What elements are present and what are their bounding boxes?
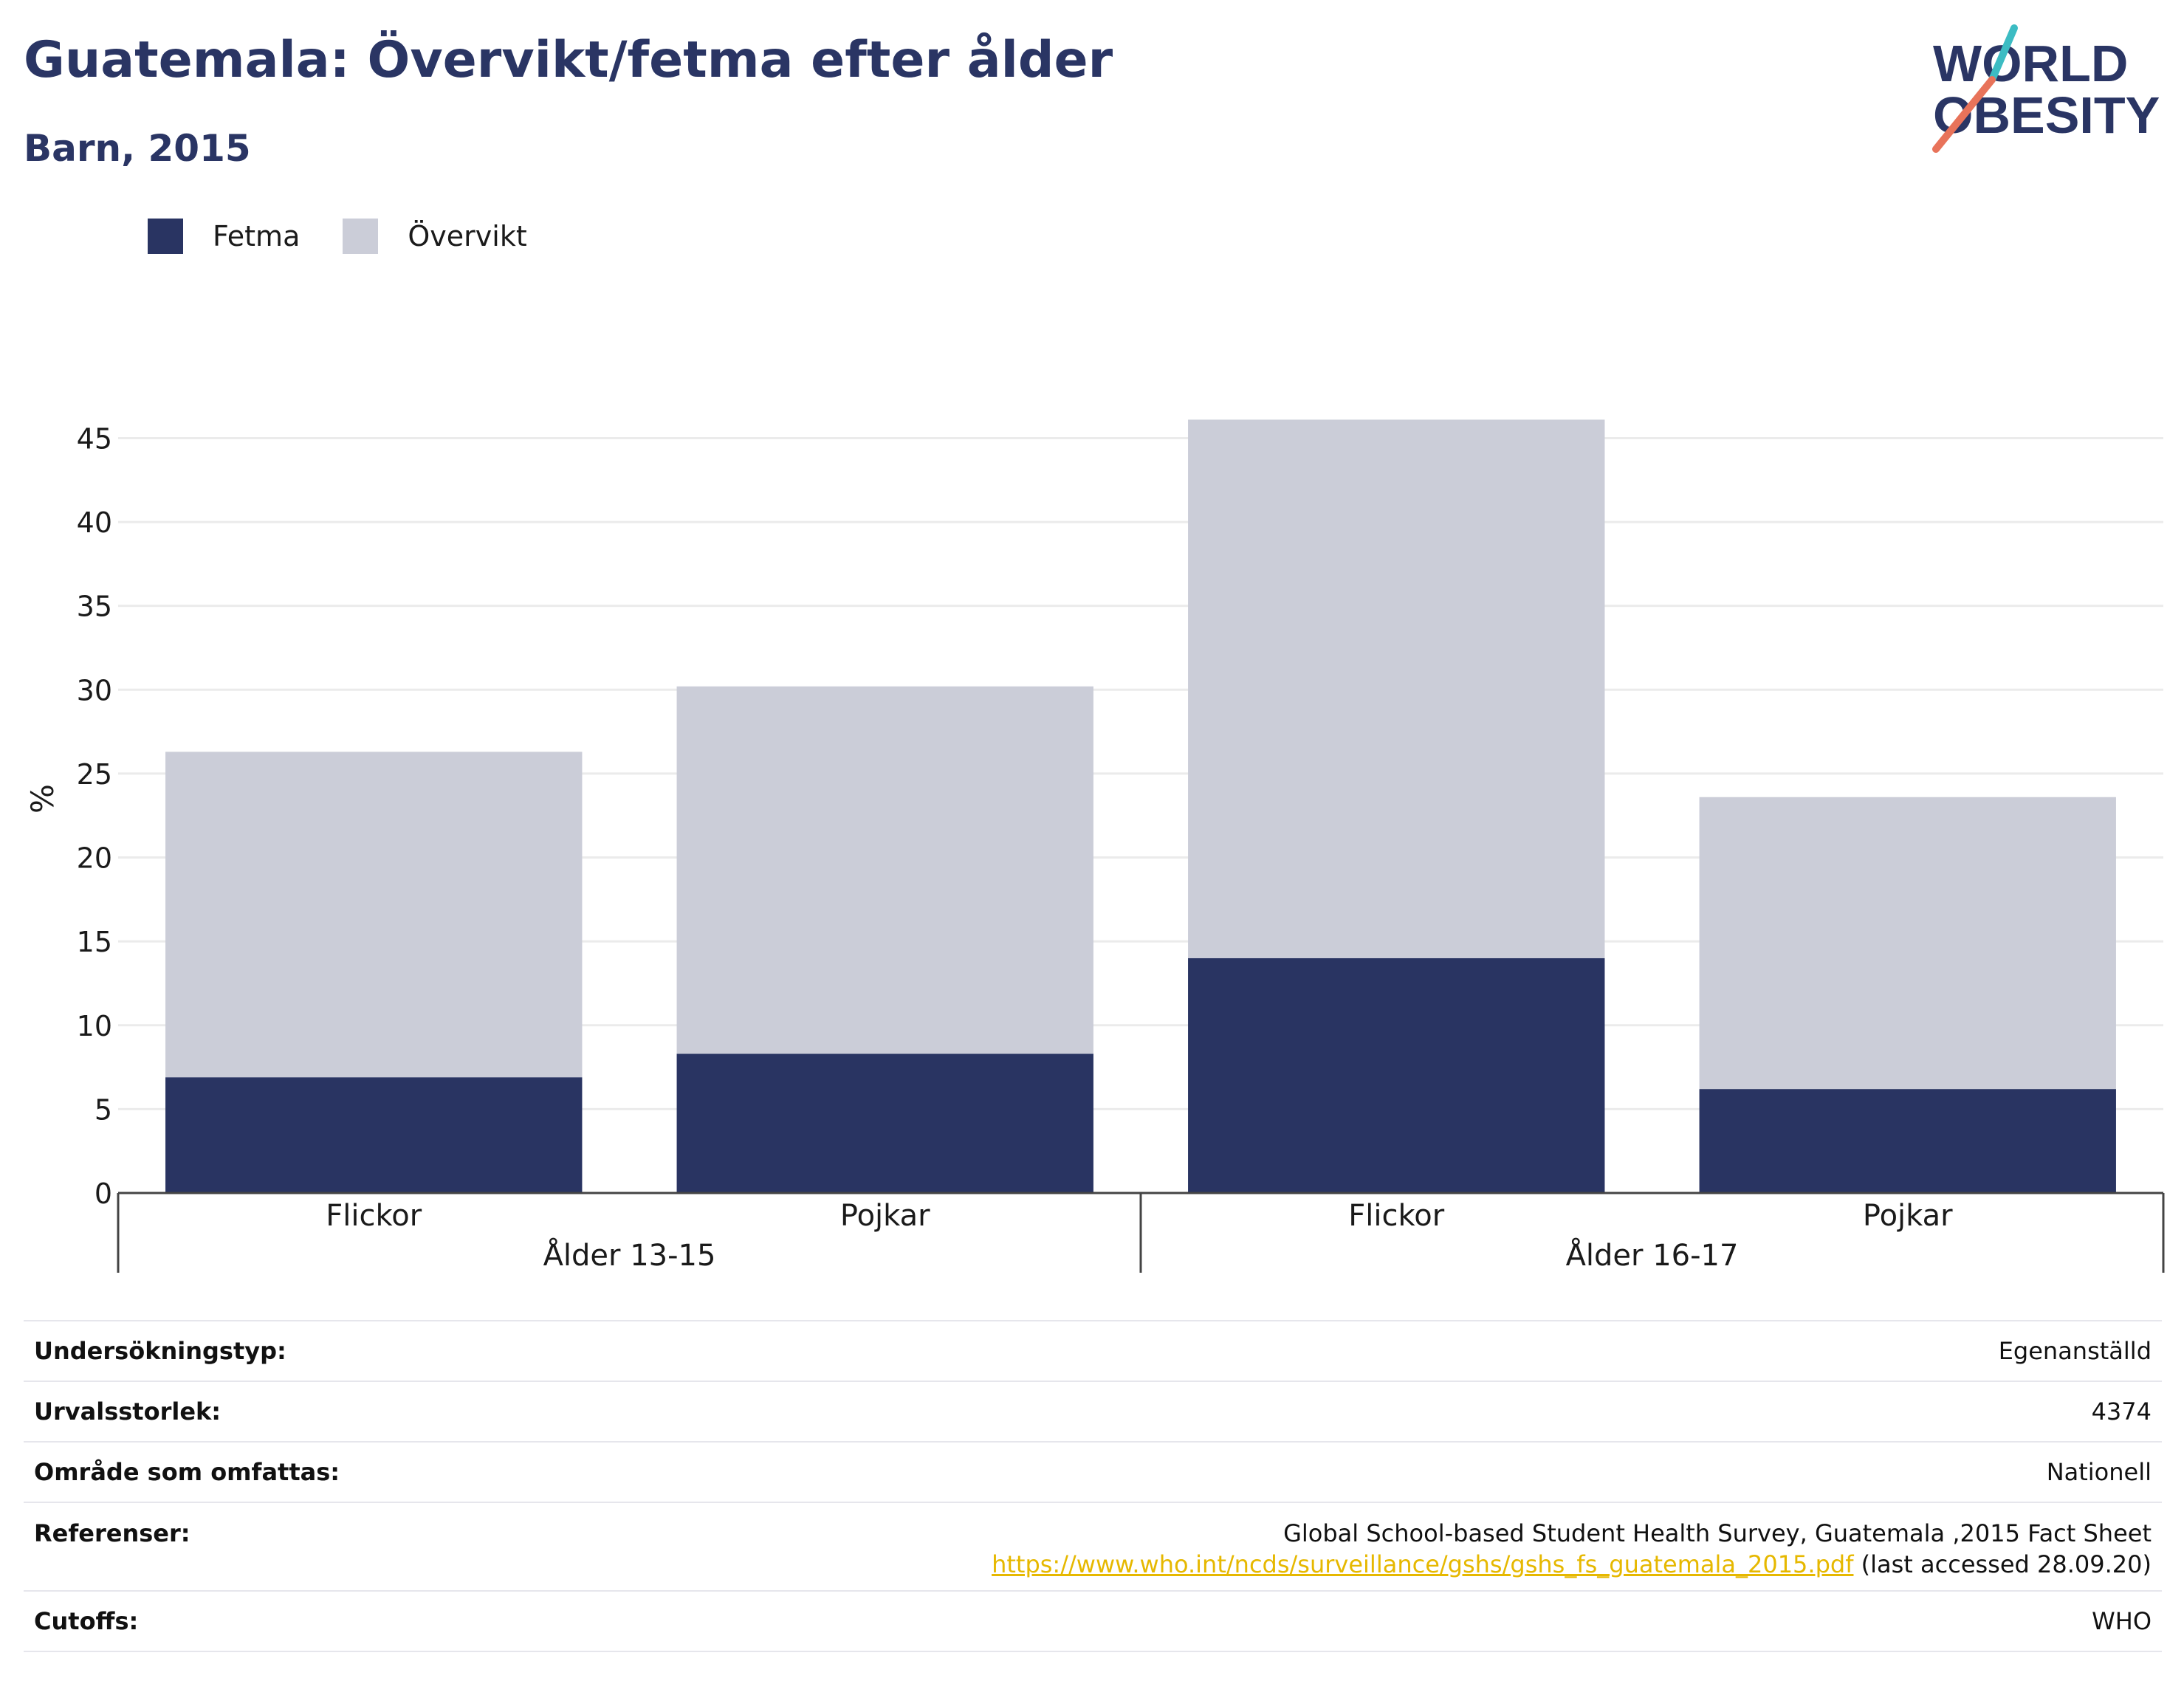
survey-type-value: Egenanställd bbox=[1998, 1337, 2152, 1365]
y-tick-label: 15 bbox=[77, 926, 112, 958]
sample-size-value: 4374 bbox=[2091, 1397, 2152, 1426]
y-axis-label: % bbox=[24, 784, 61, 814]
info-row-sample-size: Urvalsstorlek: 4374 bbox=[24, 1381, 2162, 1441]
legend-swatch-overvikt bbox=[343, 219, 379, 254]
x-tick-label: Flickor bbox=[1348, 1199, 1444, 1233]
y-tick-label: 0 bbox=[95, 1177, 112, 1210]
y-tick-label: 25 bbox=[77, 758, 112, 791]
legend-swatch-fetma bbox=[148, 219, 183, 254]
y-tick-label: 35 bbox=[77, 591, 112, 623]
logo-line2: OBESITY bbox=[1933, 86, 2160, 144]
y-tick-label: 40 bbox=[77, 506, 112, 539]
legend-item-overvikt[interactable]: Övervikt bbox=[343, 219, 527, 254]
bar-fetma-1 bbox=[676, 1053, 1093, 1193]
bar-fetma-3 bbox=[1699, 1089, 2116, 1193]
x-tick-label: Pojkar bbox=[840, 1199, 930, 1233]
cutoffs-label: Cutoffs: bbox=[34, 1607, 139, 1635]
bar-fetma-0 bbox=[165, 1077, 583, 1193]
cutoffs-value: WHO bbox=[2092, 1607, 2152, 1635]
references-label: Referenser: bbox=[34, 1519, 190, 1547]
legend-item-fetma[interactable]: Fetma bbox=[148, 219, 300, 254]
area-label: Område som omfattas: bbox=[34, 1458, 340, 1486]
bar-overvikt-2 bbox=[1188, 419, 1605, 958]
bar-overvikt-0 bbox=[165, 752, 583, 1078]
page-title: Guatemala: Övervikt/fetma efter ålder bbox=[24, 31, 1113, 89]
group-label-0: Ålder 13-15 bbox=[543, 1237, 716, 1273]
x-tick-label: Flickor bbox=[326, 1199, 422, 1233]
reference-accessed: (last accessed 28.09.20) bbox=[1853, 1550, 2152, 1578]
y-tick-label: 20 bbox=[77, 842, 112, 875]
references-value: Global School-based Student Health Surve… bbox=[992, 1503, 2152, 1590]
stacked-bar-chart: 0 5 10 15 20 25 30 35 40 45% Flickor Pojkar Flickor P… bbox=[24, 419, 2165, 1273]
y-tick-label: 5 bbox=[95, 1093, 112, 1126]
info-row-survey-type: Undersökningstyp: Egenanställd bbox=[24, 1320, 2162, 1381]
page-subtitle: Barn, 2015 bbox=[24, 127, 251, 170]
survey-type-label: Undersökningstyp: bbox=[34, 1337, 286, 1365]
group-label-1: Ålder 16-17 bbox=[1566, 1237, 1739, 1273]
legend-label-overvikt: Övervikt bbox=[408, 220, 527, 252]
logo-line1: WORLD bbox=[1933, 35, 2128, 92]
area-value: Nationell bbox=[2046, 1458, 2152, 1486]
sample-size-label: Urvalsstorlek: bbox=[34, 1397, 222, 1426]
info-row-area: Område som omfattas: Nationell bbox=[24, 1441, 2162, 1502]
info-row-references: Referenser: Global School-based Student … bbox=[24, 1502, 2162, 1590]
survey-info-table: Undersökningstyp: Egenanställd Urvalssto… bbox=[24, 1320, 2162, 1652]
bar-overvikt-1 bbox=[676, 686, 1093, 1054]
reference-link[interactable]: https://www.who.int/ncds/surveillance/gs… bbox=[992, 1550, 1854, 1578]
bar-overvikt-3 bbox=[1699, 797, 2116, 1090]
legend-label-fetma: Fetma bbox=[213, 220, 301, 252]
world-obesity-logo: WORLD OBESITY bbox=[1932, 24, 2160, 153]
info-row-cutoffs: Cutoffs: WHO bbox=[24, 1590, 2162, 1652]
reference-text: Global School-based Student Health Surve… bbox=[1283, 1519, 2152, 1547]
y-tick-label: 45 bbox=[77, 422, 112, 455]
bar-fetma-2 bbox=[1188, 957, 1605, 1193]
chart-legend: Fetma Övervikt bbox=[148, 219, 570, 254]
y-tick-label: 30 bbox=[77, 674, 112, 706]
y-tick-label: 10 bbox=[77, 1010, 112, 1042]
x-tick-label: Pojkar bbox=[1863, 1199, 1953, 1233]
